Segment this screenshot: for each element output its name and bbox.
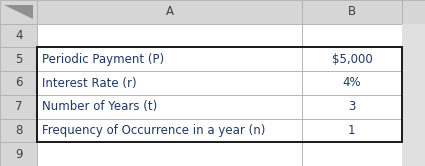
Text: 1: 1 — [348, 124, 356, 137]
Bar — [37, 0, 302, 24]
Text: B: B — [348, 5, 356, 18]
Bar — [0, 95, 37, 119]
Text: 9: 9 — [15, 148, 23, 161]
Bar — [37, 142, 302, 166]
Bar — [302, 71, 402, 95]
Bar — [0, 142, 37, 166]
Bar — [302, 142, 402, 166]
Bar — [402, 71, 425, 95]
Bar — [37, 95, 302, 119]
Bar — [0, 47, 37, 71]
Bar — [302, 0, 402, 24]
Bar — [302, 47, 402, 71]
Text: 3: 3 — [348, 100, 356, 113]
Bar — [37, 24, 302, 47]
Text: 5: 5 — [15, 53, 23, 66]
Text: Number of Years (t): Number of Years (t) — [42, 100, 158, 113]
Text: 4: 4 — [15, 29, 23, 42]
Bar — [37, 119, 302, 142]
Bar — [402, 119, 425, 142]
Text: $5,000: $5,000 — [332, 53, 372, 66]
Bar — [302, 24, 402, 47]
Bar — [402, 0, 425, 166]
Bar — [402, 95, 425, 119]
Bar — [0, 119, 37, 142]
Bar — [302, 119, 402, 142]
Bar — [37, 47, 302, 71]
Text: 6: 6 — [15, 77, 23, 89]
Text: 8: 8 — [15, 124, 23, 137]
Bar — [302, 95, 402, 119]
Bar — [402, 142, 425, 166]
Text: Periodic Payment (P): Periodic Payment (P) — [42, 53, 164, 66]
Bar — [402, 24, 425, 47]
Polygon shape — [4, 5, 33, 19]
Bar — [37, 47, 402, 142]
Bar — [0, 24, 37, 47]
Bar — [402, 47, 425, 71]
Text: 4%: 4% — [343, 77, 361, 89]
Bar — [37, 71, 302, 95]
Text: Interest Rate (r): Interest Rate (r) — [42, 77, 137, 89]
Text: 7: 7 — [15, 100, 23, 113]
Text: Frequency of Occurrence in a year (n): Frequency of Occurrence in a year (n) — [42, 124, 266, 137]
Bar — [402, 0, 425, 24]
Text: A: A — [166, 5, 173, 18]
Bar — [0, 71, 37, 95]
Bar — [0, 0, 37, 24]
